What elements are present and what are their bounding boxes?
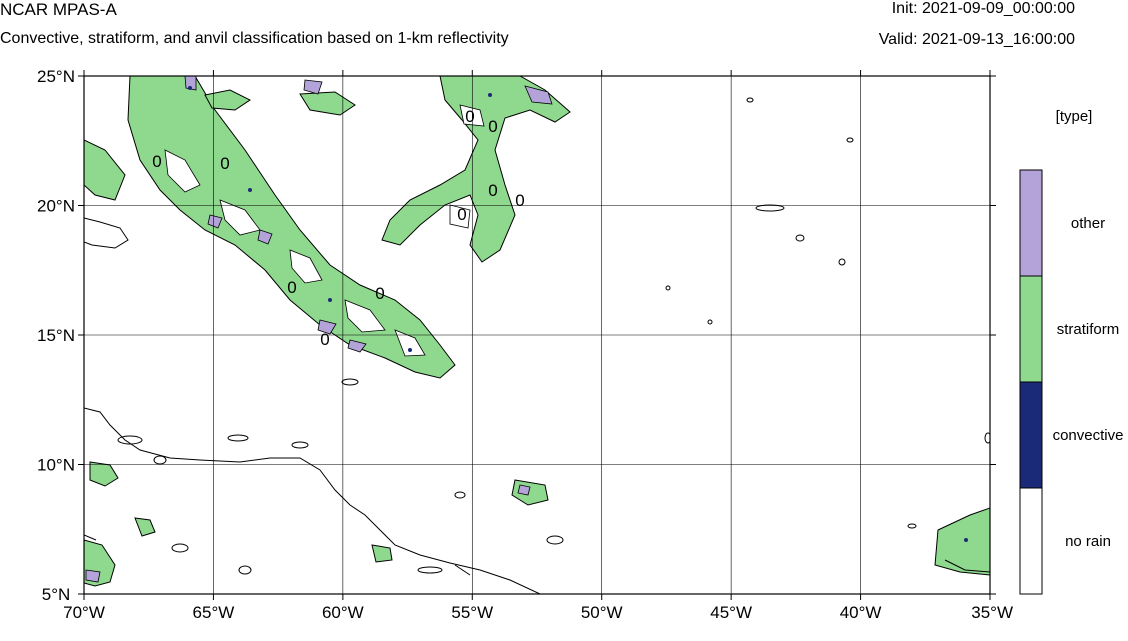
other-patches-south	[85, 484, 531, 583]
legend-item: convective	[1019, 381, 1124, 489]
legend-label: other	[1071, 215, 1105, 232]
lon-tick-label: 60°W	[322, 603, 364, 622]
legend-label: convective	[1053, 427, 1124, 444]
lon-tick-label: 40°W	[840, 603, 882, 622]
svg-text:0: 0	[220, 154, 229, 173]
other-patches-northwest	[184, 76, 367, 353]
svg-text:0: 0	[488, 117, 497, 136]
legend-item: stratiform	[1019, 275, 1120, 383]
coastlines	[84, 76, 990, 594]
lon-tick-label: 55°W	[451, 603, 493, 622]
svg-text:0: 0	[457, 205, 466, 224]
svg-text:0: 0	[515, 191, 524, 210]
axis-ticks: 70°W 65°W 60°W 55°W 50°W 45°W 40°W 35°W 25°N 20°N…	[37, 67, 1013, 622]
svg-text:0: 0	[375, 284, 384, 303]
legend-items: other stratiform convective no rain	[1019, 169, 1124, 595]
lat-tick-label: 25°N	[37, 67, 75, 86]
contour-label: 0	[465, 107, 474, 126]
contour-label: 0	[488, 181, 497, 200]
rain-specks	[117, 97, 990, 575]
lat-tick-label: 20°N	[37, 197, 75, 216]
svg-text:0: 0	[465, 107, 474, 126]
lon-tick-label: 50°W	[581, 603, 623, 622]
lat-tick-label: 10°N	[37, 456, 75, 475]
legend-swatch	[1019, 381, 1043, 489]
contour-label: 0	[488, 117, 497, 136]
legend-swatch	[1019, 487, 1043, 595]
legend-swatch	[1019, 275, 1043, 383]
contour-label: 0	[320, 330, 329, 349]
legend: [type] other stratiform convective no rain	[1019, 108, 1124, 595]
legend-item: no rain	[1019, 487, 1111, 595]
contour-labels: 0 0 0 0 0 0 0 0 0 0	[152, 107, 524, 349]
lon-tick-label: 35°W	[971, 603, 1013, 622]
svg-text:0: 0	[152, 152, 161, 171]
contour-label: 0	[152, 152, 161, 171]
init-time: Init: 2021-09-09_00:00:00	[891, 0, 1075, 17]
rainband-northwest	[84, 76, 456, 379]
legend-label: stratiform	[1057, 321, 1120, 338]
lon-tick-label: 70°W	[63, 603, 105, 622]
valid-time: Valid: 2021-09-13_16:00:00	[878, 31, 1075, 48]
lon-tick-label: 45°W	[710, 603, 752, 622]
svg-text:0: 0	[287, 278, 296, 297]
lon-tick-label: 65°W	[193, 603, 235, 622]
contour-label: 0	[515, 191, 524, 210]
legend-swatch	[1019, 169, 1043, 277]
legend-item: other	[1019, 169, 1105, 277]
rainband-north-arc	[381, 76, 571, 263]
model-title: NCAR MPAS-A	[0, 0, 117, 19]
other-patches-north	[303, 79, 553, 105]
convective-dots	[188, 86, 968, 542]
contour-label: 0	[287, 278, 296, 297]
legend-title: [type]	[1056, 108, 1093, 125]
lat-tick-label: 5°N	[42, 585, 71, 604]
contour-label: 0	[375, 284, 384, 303]
svg-text:0: 0	[320, 330, 329, 349]
lat-tick-label: 15°N	[37, 326, 75, 345]
legend-label: no rain	[1065, 533, 1111, 550]
rain-south	[84, 461, 990, 587]
rainband-north-arc-inner	[449, 104, 485, 229]
svg-text:0: 0	[488, 181, 497, 200]
plot-frame	[83, 75, 991, 595]
rainband-northwest-inner	[164, 149, 426, 357]
contour-label: 0	[457, 205, 466, 224]
plot-description: Convective, stratiform, and anvil classi…	[0, 30, 509, 47]
precipitation-field: 0 0 0 0 0 0 0 0 0 0	[84, 76, 990, 594]
contour-label: 0	[220, 154, 229, 173]
